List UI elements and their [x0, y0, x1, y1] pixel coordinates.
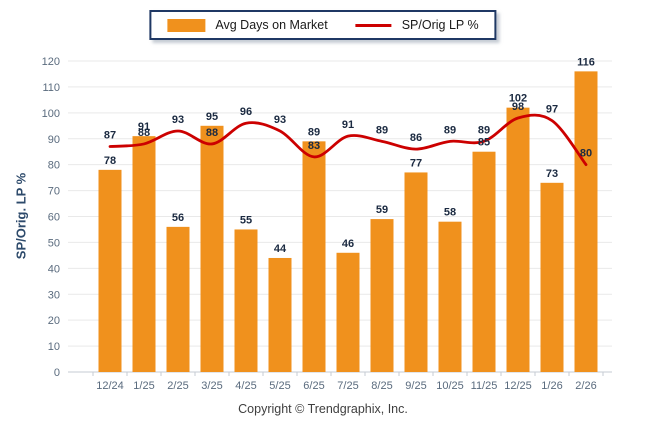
bar [370, 219, 394, 372]
bar [438, 221, 462, 372]
legend: Avg Days on Market SP/Orig LP % [149, 10, 497, 40]
y-tick-label: 30 [48, 289, 60, 301]
y-axis-title: SP/Orig. LP % [13, 172, 29, 260]
bar [268, 257, 292, 372]
x-tick-label: 2/26 [575, 380, 596, 392]
bar-value-label: 56 [172, 212, 184, 224]
line-path [108, 113, 588, 167]
bar-value-label: 46 [342, 238, 354, 250]
bar [98, 169, 122, 372]
x-tick-label: 7/25 [337, 380, 358, 392]
x-tick-label: 2/25 [167, 380, 188, 392]
x-tick-label: 5/25 [269, 380, 290, 392]
x-tick-label: 8/25 [371, 380, 392, 392]
bar [166, 226, 190, 372]
x-tick-label: 11/25 [471, 380, 498, 392]
bar-value-label: 44 [274, 243, 287, 255]
bar [302, 141, 326, 372]
y-tick-label: 90 [48, 134, 60, 146]
x-tick-label: 3/25 [201, 380, 222, 392]
line-series-legend-label: SP/Orig LP % [401, 18, 479, 32]
line-value-label: 93 [172, 114, 184, 126]
line-value-label: 98 [512, 101, 524, 113]
y-tick-label: 0 [54, 367, 60, 379]
bar-series-legend-label: Avg Days on Market [215, 18, 328, 32]
y-tick-label: 50 [48, 237, 60, 249]
y-tick-label: 20 [48, 315, 60, 327]
bar [234, 229, 258, 372]
bar-value-label: 77 [410, 157, 422, 169]
line-value-label: 97 [546, 104, 558, 116]
line-series-swatch-icon [355, 23, 392, 27]
x-tick-label: 1/25 [133, 380, 154, 392]
y-tick-label: 80 [48, 160, 60, 172]
bar-value-label: 55 [240, 214, 252, 226]
line-value-label: 86 [410, 132, 422, 144]
chart-canvas: 0 10 20 30 40 50 60 70 80 90 100 110 120 78 91 56 95 55 44… [42, 56, 612, 392]
y-tick-label: 120 [42, 56, 60, 68]
y-tick-label: 70 [48, 186, 60, 198]
line-value-label: 88 [138, 127, 150, 139]
bar [132, 136, 156, 372]
line-value-label: 89 [444, 124, 456, 136]
bar-value-label: 95 [206, 111, 218, 123]
line-value-label: 96 [240, 106, 252, 118]
y-tick-label: 110 [42, 82, 60, 94]
bar [336, 252, 360, 372]
x-tick-label: 12/24 [96, 380, 124, 392]
bar-value-label: 102 [509, 93, 527, 105]
bar-value-label: 78 [104, 155, 116, 167]
bar [540, 182, 564, 372]
x-tick-label: 12/25 [504, 380, 532, 392]
bar-value-label: 73 [546, 168, 558, 180]
line-value-label: 87 [104, 130, 116, 142]
y-tick-label: 100 [42, 108, 60, 120]
bar [506, 107, 530, 373]
bar [472, 151, 496, 372]
x-tick-label: 9/25 [405, 380, 426, 392]
y-tick-label: 40 [48, 263, 60, 275]
x-tick-label: 6/25 [303, 380, 324, 392]
line-value-label: 91 [342, 119, 354, 131]
bar-value-label: 59 [376, 204, 388, 216]
bar-value-label: 116 [577, 56, 595, 68]
line-value-label: 80 [580, 148, 592, 160]
bar-value-label: 58 [444, 207, 456, 219]
x-tick-label: 1/26 [541, 380, 562, 392]
bar-value-label: 89 [308, 126, 320, 138]
copyright-text: Copyright © Trendgraphix, Inc. [238, 402, 408, 416]
x-tick-label: 4/25 [235, 380, 256, 392]
bar [574, 71, 598, 372]
line-value-label: 89 [376, 124, 388, 136]
y-tick-label: 10 [48, 341, 60, 353]
line-value-label: 83 [308, 140, 320, 152]
x-tick-label: 10/25 [436, 380, 464, 392]
line-value-label: 89 [478, 124, 490, 136]
y-tick-label: 60 [48, 212, 60, 224]
bar-value-label: 91 [138, 121, 150, 133]
line-value-label: 88 [206, 127, 218, 139]
bar [200, 125, 224, 373]
bar-value-label: 85 [478, 137, 490, 149]
line-value-label: 93 [274, 114, 286, 126]
bar-series-swatch-icon [167, 18, 206, 32]
bar [404, 172, 428, 372]
